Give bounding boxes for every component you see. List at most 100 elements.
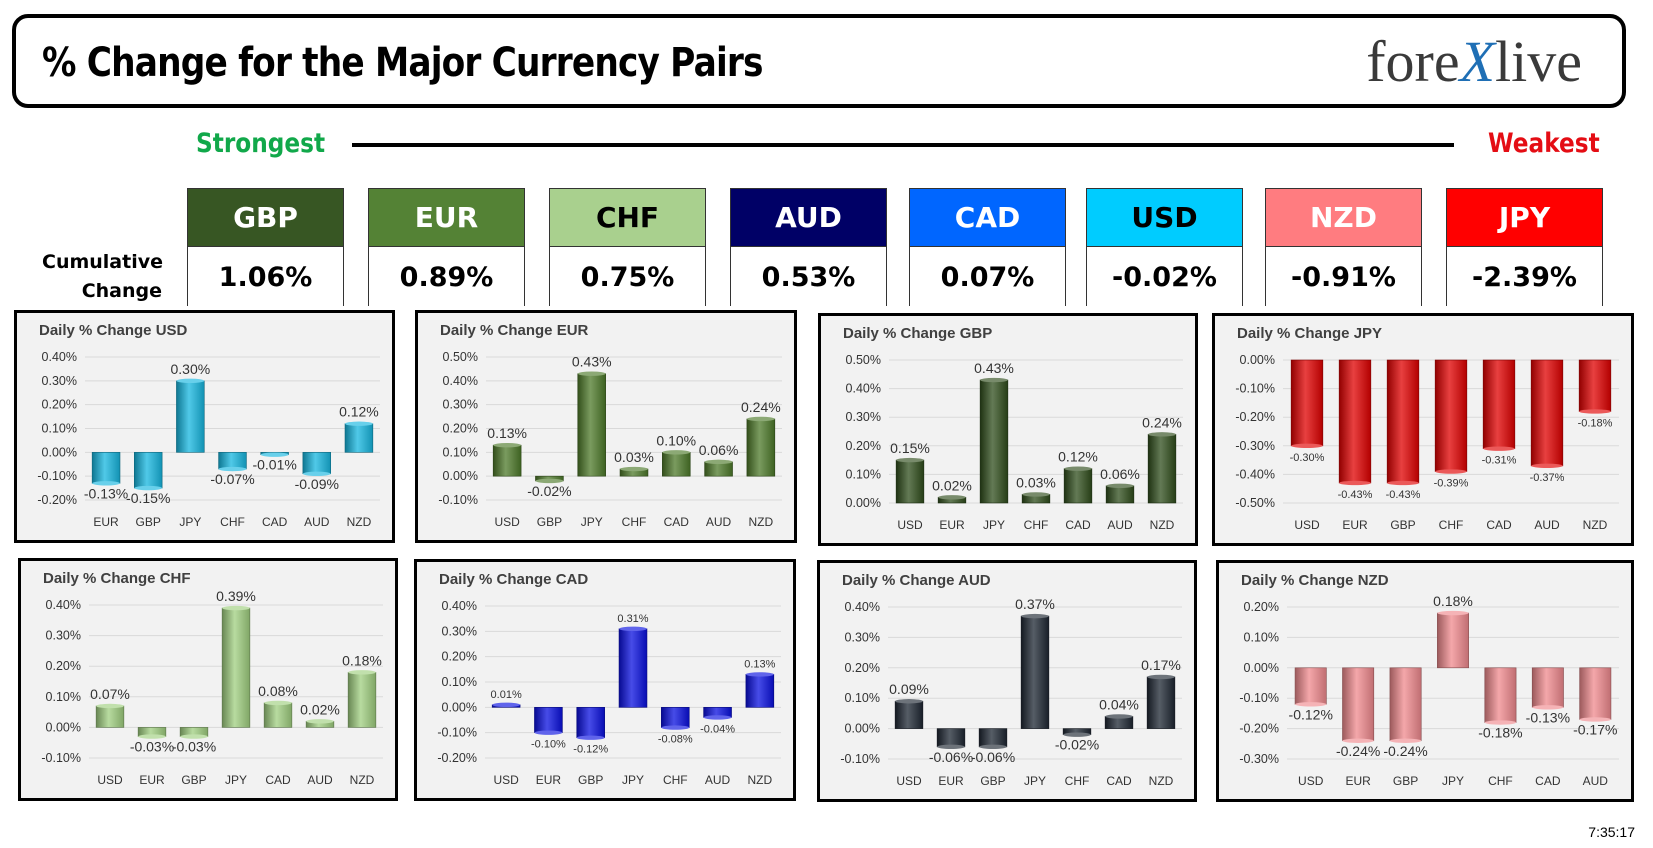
x-tick-label: CAD bbox=[1535, 774, 1561, 788]
bar bbox=[1147, 434, 1177, 504]
data-label: 0.24% bbox=[741, 399, 781, 415]
bar-cap bbox=[302, 471, 331, 476]
y-tick-label: 0.30% bbox=[442, 624, 477, 638]
y-tick-label: -0.10% bbox=[37, 469, 77, 483]
chart-panel-jpy: Daily % Change JPY 0.00% -0.10% -0.20% -0.30… bbox=[1212, 313, 1634, 546]
bar-cap bbox=[938, 495, 966, 500]
currency-cumulative-value: 0.53% bbox=[731, 247, 886, 307]
x-tick-label: GBP bbox=[1390, 518, 1415, 532]
bar-cap bbox=[745, 672, 774, 677]
x-tick-label: GBP bbox=[537, 515, 562, 529]
data-label: 0.43% bbox=[572, 354, 612, 370]
x-tick-label: USD bbox=[1298, 774, 1324, 788]
chart-title: Daily % Change NZD bbox=[1241, 572, 1389, 589]
x-tick-label: CAD bbox=[262, 515, 288, 529]
data-label: -0.18% bbox=[1578, 417, 1613, 429]
y-tick-label: -0.20% bbox=[437, 751, 477, 765]
x-tick-label: CHF bbox=[1024, 518, 1049, 532]
bar bbox=[95, 705, 125, 728]
data-label: -0.13% bbox=[1526, 709, 1570, 725]
bar bbox=[745, 674, 775, 708]
bar-cap bbox=[1389, 738, 1422, 743]
currency-cumulative-value: -0.91% bbox=[1266, 247, 1421, 307]
x-tick-label: EUR bbox=[139, 773, 165, 787]
bar bbox=[1294, 667, 1327, 705]
weakest-label: Weakest bbox=[1488, 128, 1600, 159]
x-tick-label: AUD bbox=[1583, 774, 1609, 788]
bar-cap bbox=[134, 485, 163, 491]
bar-cap bbox=[1295, 702, 1327, 707]
y-tick-label: 0.40% bbox=[46, 598, 81, 612]
bar bbox=[1434, 359, 1468, 472]
y-tick-label: -0.30% bbox=[1235, 439, 1275, 453]
x-tick-label: CHF bbox=[622, 515, 647, 529]
x-tick-label: NZD bbox=[350, 773, 375, 787]
bar bbox=[978, 728, 1008, 748]
y-tick-label: 0.20% bbox=[845, 661, 880, 675]
bar bbox=[746, 418, 776, 477]
bar-cap bbox=[896, 457, 924, 463]
y-tick-label: 0.00% bbox=[443, 469, 478, 483]
bar bbox=[1063, 468, 1093, 504]
timestamp: 7:35:17 bbox=[1588, 824, 1635, 840]
currency-code: NZD bbox=[1266, 189, 1421, 247]
y-tick-label: 0.40% bbox=[845, 600, 880, 614]
bar bbox=[218, 452, 247, 470]
page-title: % Change for the Major Currency Pairs bbox=[42, 40, 763, 86]
title-box: % Change for the Major Currency Pairs fo… bbox=[12, 14, 1626, 108]
bar-cap bbox=[493, 442, 522, 448]
bar bbox=[134, 452, 163, 489]
y-tick-label: 0.30% bbox=[443, 398, 478, 412]
data-label: -0.17% bbox=[1573, 721, 1617, 737]
x-tick-label: EUR bbox=[938, 774, 964, 788]
data-label: 0.13% bbox=[744, 658, 775, 670]
data-label: -0.24% bbox=[1336, 743, 1380, 759]
data-label: 0.02% bbox=[932, 477, 972, 493]
x-tick-label: CHF bbox=[1488, 774, 1513, 788]
y-tick-label: -0.20% bbox=[1239, 722, 1279, 736]
bar bbox=[1484, 667, 1517, 723]
bar-cap bbox=[1021, 613, 1049, 619]
bar-cap bbox=[1064, 466, 1092, 471]
y-tick-label: -0.10% bbox=[840, 752, 880, 766]
bar-cap bbox=[1148, 432, 1176, 437]
y-tick-label: 0.10% bbox=[442, 675, 477, 689]
y-tick-label: 0.10% bbox=[845, 691, 880, 705]
y-tick-label: 0.40% bbox=[442, 599, 477, 613]
logo-x: X bbox=[1459, 29, 1496, 94]
bar-chart-chf: Daily % Change CHF 0.40% 0.30% 0.20% 0.10% 0.… bbox=[41, 570, 383, 787]
currency-cumulative-value: -2.39% bbox=[1447, 247, 1602, 307]
data-label: 0.08% bbox=[258, 683, 298, 699]
bar bbox=[1389, 667, 1422, 742]
bar-cap bbox=[980, 377, 1008, 383]
currency-cumulative-value: -0.02% bbox=[1087, 247, 1242, 307]
bar bbox=[894, 700, 924, 729]
y-tick-label: 0.30% bbox=[846, 410, 881, 424]
data-label: -0.12% bbox=[1289, 706, 1333, 722]
currency-code: JPY bbox=[1447, 189, 1602, 247]
y-tick-label: 0.50% bbox=[846, 353, 881, 367]
chart-panel-eur: Daily % Change EUR 0.50% 0.40% 0.30% 0.20% 0.… bbox=[415, 310, 797, 543]
currency-code: EUR bbox=[369, 189, 524, 247]
y-tick-label: 0.40% bbox=[443, 374, 478, 388]
data-label: 0.03% bbox=[1016, 474, 1056, 490]
x-tick-label: AUD bbox=[1534, 518, 1560, 532]
bar-chart-cad: Daily % Change CAD 0.40% 0.30% 0.20% 0.10% 0.… bbox=[437, 571, 781, 787]
x-tick-label: CAD bbox=[1486, 518, 1512, 532]
currency-box-aud: AUD 0.53% bbox=[730, 188, 887, 307]
bar-cap bbox=[96, 703, 124, 709]
y-tick-label: 0.20% bbox=[42, 398, 77, 412]
currency-code: CHF bbox=[550, 189, 705, 247]
y-tick-label: 0.20% bbox=[46, 659, 81, 673]
bar-cap bbox=[1339, 480, 1371, 486]
bar-cap bbox=[535, 478, 564, 484]
x-tick-label: CHF bbox=[220, 515, 245, 529]
bar-cap bbox=[222, 605, 250, 611]
bar bbox=[577, 373, 606, 477]
currency-box-eur: EUR 0.89% bbox=[368, 188, 525, 307]
bar bbox=[347, 672, 377, 728]
bar bbox=[1531, 667, 1564, 708]
bar bbox=[661, 707, 690, 728]
x-tick-label: JPY bbox=[225, 773, 247, 787]
bar-cap bbox=[704, 459, 733, 465]
